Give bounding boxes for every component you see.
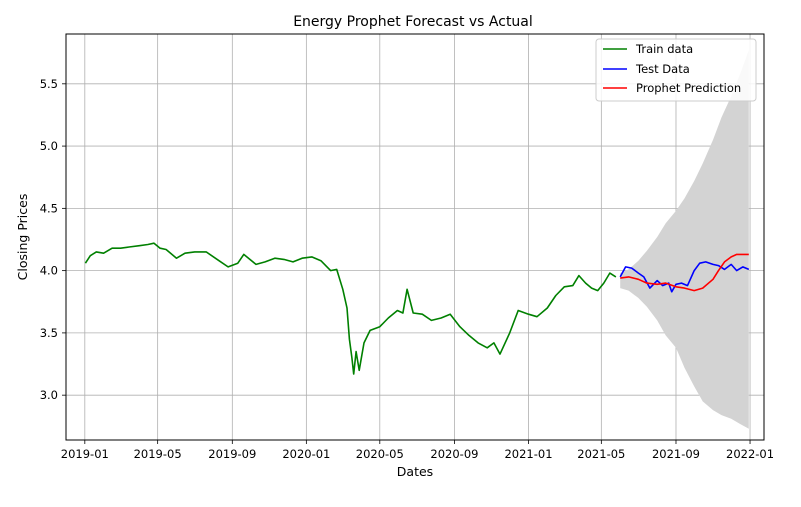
- y-tick-label: 5.5: [40, 77, 58, 91]
- confidence-interval-band: [620, 50, 749, 429]
- confidence-band-layer: [620, 50, 749, 429]
- series-line-prediction: [620, 253, 749, 292]
- x-tick-label: 2020-05: [356, 447, 404, 461]
- series-line-train: [84, 242, 617, 375]
- y-tick-label: 3.0: [40, 388, 58, 402]
- x-axis-ticks: 2019-01 2019-05 2019-09 2020-01 2020-05 2020-…: [61, 440, 774, 461]
- x-tick-label: 2021-01: [504, 447, 552, 461]
- legend-label-prediction: Prophet Prediction: [636, 81, 741, 95]
- legend-entry-train: Train data: [603, 42, 693, 56]
- plot-area: [65, 33, 765, 441]
- x-axis-label: Dates: [397, 464, 433, 479]
- legend-label-train: Train data: [635, 42, 693, 56]
- x-tick-label: 2020-09: [430, 447, 478, 461]
- legend: Train data Test Data Prophet Prediction: [595, 38, 757, 102]
- chart-title: Energy Prophet Forecast vs Actual: [293, 14, 533, 30]
- legend-frame: [595, 38, 757, 102]
- legend-label-test: Test Data: [635, 62, 690, 76]
- x-tick-label: 2021-09: [652, 447, 700, 461]
- y-tick-label: 3.5: [40, 326, 58, 340]
- y-tick-label: 4.0: [40, 264, 58, 278]
- legend-entry-prediction: Prophet Prediction: [603, 81, 741, 95]
- y-axis-ticks: 3.0 3.5 4.0 4.5 5.0 5.5: [40, 77, 66, 402]
- series-layer: [84, 242, 750, 375]
- x-tick-label: 2019-05: [134, 447, 182, 461]
- x-tick-label: 2021-05: [577, 447, 625, 461]
- series-line-test: [619, 261, 750, 293]
- x-tick-label: 2020-01: [282, 447, 330, 461]
- y-axis-label: Closing Prices: [15, 194, 30, 281]
- x-tick-label: 2019-09: [208, 447, 256, 461]
- y-tick-label: 4.5: [40, 201, 58, 215]
- x-tick-label: 2022-01: [726, 447, 774, 461]
- legend-entry-test: Test Data: [603, 62, 690, 76]
- x-tick-label: 2019-01: [61, 447, 109, 461]
- y-tick-label: 5.0: [40, 139, 58, 153]
